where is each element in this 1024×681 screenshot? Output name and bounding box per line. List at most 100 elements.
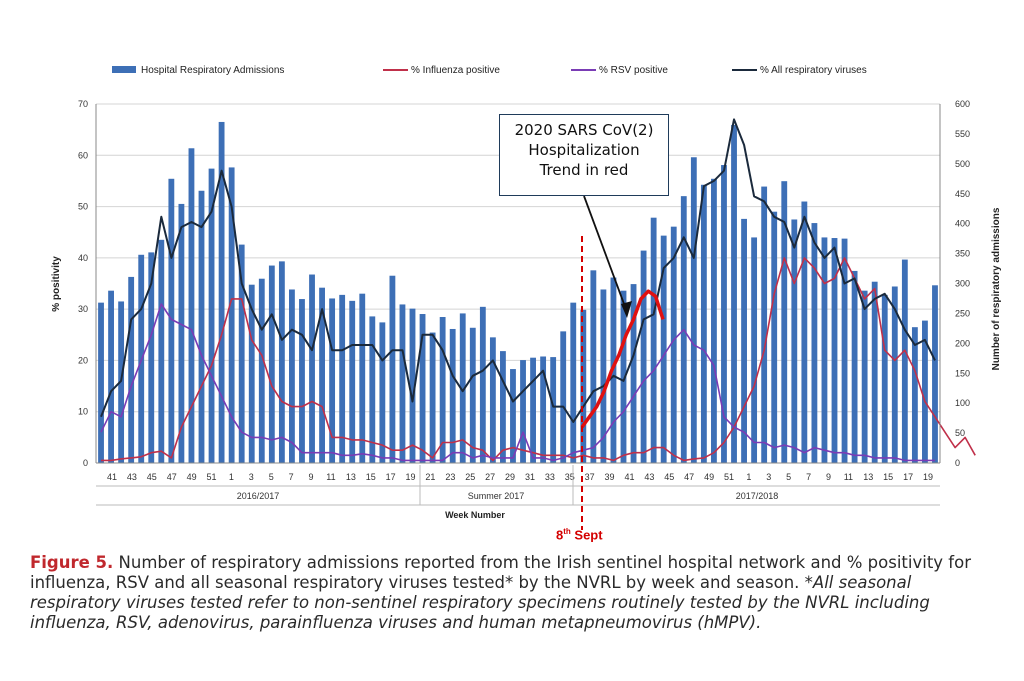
rsv-line	[100, 303, 935, 462]
bar	[198, 190, 205, 463]
y-right-tick-label: 250	[955, 308, 970, 318]
bar	[329, 298, 336, 463]
callout-box: 2020 SARS CoV(2) Hospitalization Trend i…	[499, 114, 669, 196]
week-tick-label: 17	[903, 472, 913, 482]
y-left-tick-label: 30	[78, 304, 88, 314]
legend-label-influenza: % Influenza positive	[411, 65, 500, 76]
week-tick-label: 45	[147, 472, 157, 482]
sept-marker-label: 8th Sept	[556, 527, 603, 542]
bar	[640, 250, 647, 463]
y-right-tick-label: 600	[955, 99, 970, 109]
y-right-tick-label: 500	[955, 159, 970, 169]
y-left-tick-label: 0	[83, 458, 88, 468]
week-tick-label: 39	[605, 472, 615, 482]
y-right-tick-label: 0	[955, 458, 960, 468]
bar	[841, 238, 848, 463]
trend-2020-line	[580, 289, 665, 429]
season-label: Summer 2017	[468, 491, 525, 501]
week-tick-label: 11	[844, 472, 853, 482]
week-tick-label: 13	[346, 472, 356, 482]
bar	[670, 226, 677, 463]
bar	[891, 286, 898, 463]
y-left-tick-label: 60	[78, 150, 88, 160]
bar	[721, 165, 727, 463]
bar	[419, 314, 426, 463]
bar	[409, 308, 416, 463]
bar	[449, 328, 456, 463]
figure-note: *All seasonal respiratory viruses tested…	[30, 573, 930, 632]
bar	[349, 300, 356, 463]
bar	[761, 186, 768, 463]
bar	[379, 322, 386, 463]
y-left-tick-label: 50	[78, 202, 88, 212]
bar	[268, 265, 275, 463]
influenza-line	[101, 257, 976, 462]
week-tick-label: 27	[485, 472, 495, 482]
all-viruses-line	[100, 118, 936, 423]
y-left-tick-label: 20	[78, 355, 88, 365]
week-tick-label: 49	[187, 472, 197, 482]
week-tick-label: 35	[565, 472, 575, 482]
bar	[801, 201, 808, 464]
week-tick-label: 51	[724, 472, 734, 482]
week-tick-label: 41	[624, 472, 634, 482]
bar	[540, 356, 547, 463]
bar	[479, 306, 486, 463]
week-tick-label: 19	[923, 472, 933, 482]
bar	[580, 309, 587, 463]
legend-label-rsv: % RSV positive	[599, 65, 668, 76]
bar	[901, 259, 908, 463]
bar	[469, 327, 476, 463]
week-tick-label: 49	[704, 472, 714, 482]
legend: Hospital Respiratory Admissions % Influe…	[112, 65, 867, 76]
bar	[791, 219, 798, 463]
week-tick-label: 3	[766, 472, 771, 482]
week-tick-label: 15	[883, 472, 893, 482]
bar	[98, 302, 104, 463]
bar	[520, 360, 526, 463]
bar	[911, 327, 918, 463]
bar	[851, 270, 858, 463]
week-tick-label: 37	[585, 472, 595, 482]
week-tick-label: 43	[127, 472, 137, 482]
week-tick-label: 29	[505, 472, 515, 482]
week-tick-label: 47	[167, 472, 177, 482]
bar	[218, 121, 225, 463]
axes: 0 10 20 30 40 50 60 70 0 50 100 150 200 250 300 350 400 4…	[78, 99, 970, 506]
bar	[188, 148, 195, 463]
bar	[560, 331, 567, 463]
week-tick-label: 5	[786, 472, 791, 482]
bar	[319, 287, 325, 463]
bar	[700, 184, 707, 463]
figure-caption: Figure 5. Number of respiratory admissio…	[30, 553, 990, 633]
callout-line-1: 2020 SARS CoV(2)	[514, 121, 654, 139]
season-label: 2017/2018	[736, 491, 779, 501]
y-left-tick-label: 70	[78, 99, 88, 109]
bar	[178, 203, 185, 463]
bar	[590, 270, 597, 463]
figure-text: Number of respiratory admissions reporte…	[30, 553, 971, 592]
callout-line-3: Trend in red	[539, 161, 629, 179]
bar	[751, 237, 758, 463]
week-tick-label: 1	[229, 472, 234, 482]
y-right-tick-label: 450	[955, 189, 970, 199]
week-tick-label: 9	[309, 472, 314, 482]
bar	[238, 244, 245, 463]
bar	[530, 357, 536, 463]
figure-label: Figure 5.	[30, 553, 114, 572]
week-tick-label: 17	[386, 472, 396, 482]
week-tick-label: 1	[746, 472, 751, 482]
season-label: 2016/2017	[237, 491, 280, 501]
y-right-tick-label: 400	[955, 219, 970, 229]
bar	[690, 157, 697, 464]
bar	[550, 357, 557, 463]
bar	[871, 281, 878, 463]
legend-label-admissions: Hospital Respiratory Admissions	[141, 65, 284, 76]
bar	[510, 369, 516, 463]
bar	[389, 275, 396, 463]
week-tick-label: 41	[107, 472, 117, 482]
week-tick-label: 15	[366, 472, 376, 482]
bar	[258, 278, 265, 463]
y-left-tick-label: 10	[78, 407, 88, 417]
bar	[429, 332, 436, 463]
